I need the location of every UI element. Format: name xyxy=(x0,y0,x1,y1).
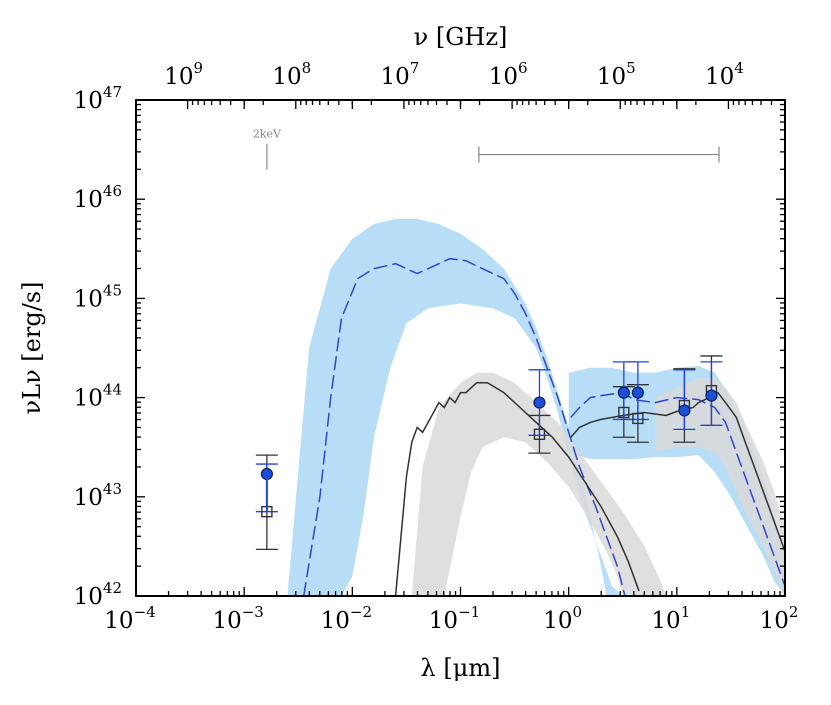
black-square-marker-1 xyxy=(533,428,546,441)
tick-labels: 10−4 10−3 10−2 10−1 100 101 102 1042 1043 1044 104… xyxy=(74,59,799,634)
top-tick-label: 106 xyxy=(489,59,528,90)
top-axis-title: ν [GHz] xyxy=(414,23,508,51)
x-tick-label: 101 xyxy=(651,603,690,634)
band-3 xyxy=(655,377,785,596)
y-tick-label: 1043 xyxy=(74,480,122,511)
y-axis-title: νLν [erg/s] xyxy=(18,282,46,415)
blue-circle-marker-3 xyxy=(631,386,644,399)
series-line-1 xyxy=(570,391,785,587)
y-tick-label: 1045 xyxy=(74,281,122,312)
top-tick-label: 107 xyxy=(381,59,420,90)
x-tick-label: 10−1 xyxy=(429,603,480,634)
annotations: 2keV xyxy=(253,128,720,170)
top-tick-label: 108 xyxy=(272,59,311,90)
x-tick-label: 10−4 xyxy=(104,603,155,634)
plot-frame xyxy=(135,99,786,597)
black-square-marker-3 xyxy=(632,412,644,425)
band-0 xyxy=(287,219,623,596)
y-tick-label: 1042 xyxy=(74,579,122,610)
x-axis-title: λ [μm] xyxy=(421,654,501,682)
x-tick-label: 10−2 xyxy=(321,603,372,634)
axis-ticks xyxy=(135,99,786,597)
blue-circle-marker-1 xyxy=(533,396,546,409)
blue-circle-marker-2 xyxy=(617,386,630,399)
series-line-3 xyxy=(570,391,785,552)
top-tick-label: 109 xyxy=(164,59,203,90)
annotation-label: 2keV xyxy=(253,128,282,141)
model-lines xyxy=(302,257,785,596)
y-tick-label: 1047 xyxy=(74,83,122,114)
blue-circle-marker-5 xyxy=(705,389,718,402)
y-tick-label: 1046 xyxy=(74,182,122,213)
x-tick-label: 102 xyxy=(760,603,799,634)
black-square-marker-2 xyxy=(618,406,630,419)
series-line-2 xyxy=(394,381,640,596)
x-tick-label: 100 xyxy=(543,603,582,634)
top-tick-label: 104 xyxy=(705,59,744,90)
y-tick-label: 1044 xyxy=(74,381,122,412)
series-line-0 xyxy=(302,257,626,596)
top-tick-label: 105 xyxy=(597,59,636,90)
data-points xyxy=(255,355,723,551)
model-bands xyxy=(287,219,785,596)
blue-circle-marker-4 xyxy=(678,404,691,417)
band-2 xyxy=(411,372,666,596)
x-tick-label: 10−3 xyxy=(212,603,263,634)
